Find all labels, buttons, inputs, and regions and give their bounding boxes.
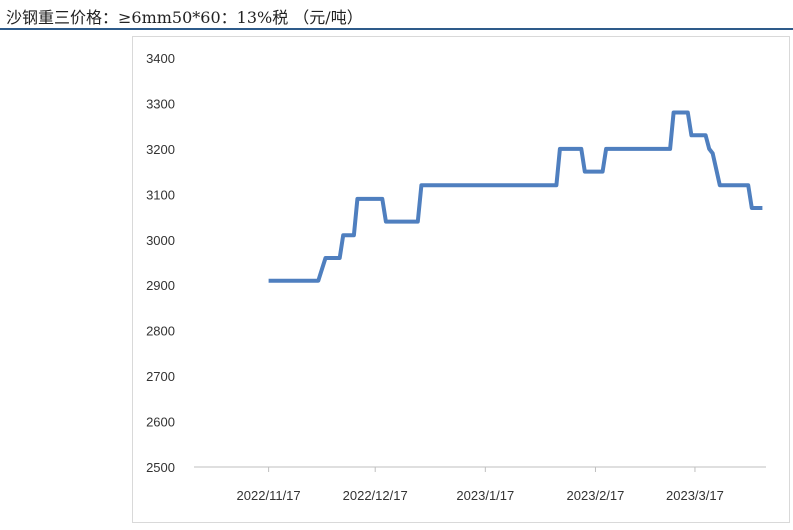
y-tick-label: 3300: [146, 96, 175, 111]
y-axis-ticks: 2500 2600 2700 2800 2900 3000 3100 3200 3300 3400: [146, 51, 175, 475]
y-tick-label: 2800: [146, 324, 175, 339]
y-tick-label: 3000: [146, 233, 175, 248]
series-line: [268, 110, 763, 283]
chart-title: 沙钢重三价格：≥6mm50*60：13%税 （元/吨）: [6, 8, 363, 27]
x-tick-label: 2022/12/17: [343, 488, 408, 503]
y-tick-label: 2500: [146, 460, 175, 475]
header-bar: 沙钢重三价格：≥6mm50*60：13%税 （元/吨）: [0, 0, 793, 30]
plot-frame: [132, 36, 790, 523]
y-tick-label: 3400: [146, 51, 175, 66]
series-layer: [268, 110, 763, 283]
x-tick-label: 2023/2/17: [567, 488, 625, 503]
x-axis: 2022/11/17 2022/12/17 2023/1/17 2023/2/17 20…: [194, 466, 766, 503]
y-tick-label: 3100: [146, 187, 175, 202]
x-tick-label: 2023/1/17: [456, 488, 514, 503]
x-tick-label: 2023/3/17: [666, 488, 724, 503]
x-tick-label: 2022/11/17: [237, 488, 301, 503]
y-tick-label: 2700: [146, 369, 175, 384]
y-tick-label: 2900: [146, 278, 175, 293]
y-tick-label: 3200: [146, 142, 175, 157]
y-tick-label: 2600: [146, 415, 175, 430]
